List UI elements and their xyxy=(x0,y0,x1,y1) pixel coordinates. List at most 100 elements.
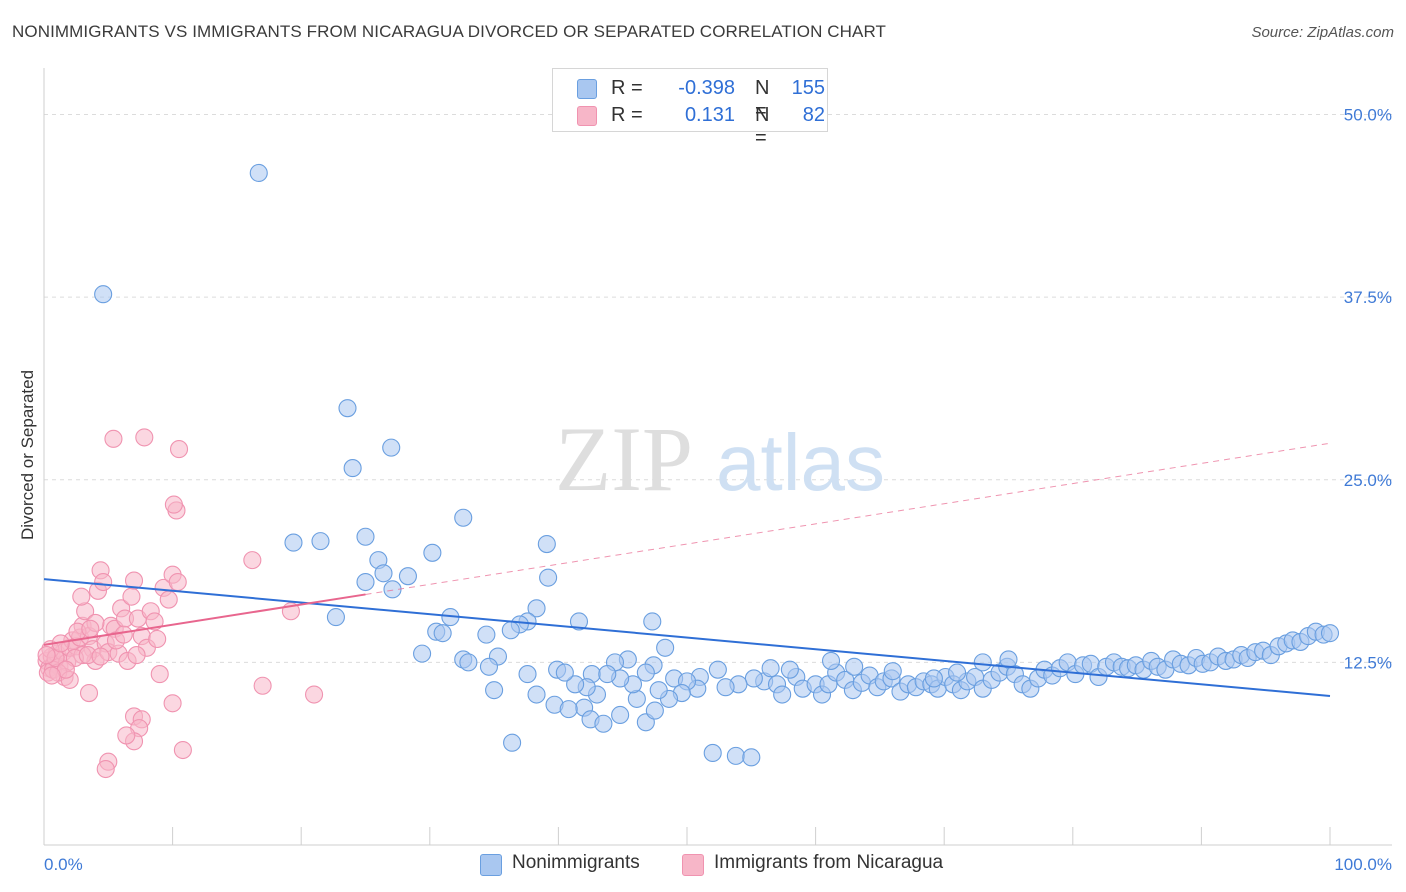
point-nonimmigrants xyxy=(382,438,401,457)
point-nonimmigrants xyxy=(477,625,496,644)
point-nonimmigrants xyxy=(999,650,1018,669)
legend-n-label: N = xyxy=(755,77,770,122)
point-nonimmigrants xyxy=(374,564,393,583)
point-nonimmigrants xyxy=(433,624,452,643)
trend-lines xyxy=(43,442,1331,697)
grid-lines xyxy=(44,114,1392,663)
watermark-zip: ZIP xyxy=(555,408,693,510)
point-nonimmigrants xyxy=(761,659,780,678)
point-nonimmigrants xyxy=(703,743,722,763)
point-nonimmigrants xyxy=(598,665,617,684)
axes xyxy=(43,68,1392,846)
point-nonimmigrants xyxy=(326,608,345,627)
point-nonimmigrants xyxy=(569,612,589,631)
point-nonimmigrants xyxy=(636,663,655,682)
point-immigrants-nicaragua xyxy=(243,551,262,570)
y-tick-label: 37.5% xyxy=(1344,288,1392,307)
legend-r-value: -0.398 xyxy=(678,77,735,99)
point-immigrants-nicaragua xyxy=(135,428,154,447)
trend-line-nonimmigrants xyxy=(43,578,1331,697)
point-nonimmigrants xyxy=(284,533,303,552)
point-nonimmigrants xyxy=(773,685,792,704)
series-label-immigrants-nicaragua: Immigrants from Nicaragua xyxy=(714,852,944,873)
point-nonimmigrants xyxy=(518,665,537,684)
series-label-nonimmigrants: Nonimmigrants xyxy=(512,852,640,873)
point-immigrants-nicaragua xyxy=(168,572,187,592)
point-immigrants-nicaragua xyxy=(169,440,189,459)
point-nonimmigrants xyxy=(555,663,574,682)
point-nonimmigrants xyxy=(845,657,864,676)
legend-r-value: 0.131 xyxy=(684,104,735,126)
point-nonimmigrants xyxy=(643,612,662,631)
point-nonimmigrants xyxy=(503,733,522,752)
point-immigrants-nicaragua xyxy=(114,625,133,644)
chart-title: NONIMMIGRANTS VS IMMIGRANTS FROM NICARAG… xyxy=(12,22,887,41)
point-immigrants-nicaragua xyxy=(122,587,141,606)
trend-line-immigrants-nicaragua-solid xyxy=(43,593,366,646)
y-tick-label: 25.0% xyxy=(1344,471,1392,490)
watermark-atlas: atlas xyxy=(716,418,885,507)
point-nonimmigrants xyxy=(559,700,578,719)
point-nonimmigrants xyxy=(1320,624,1340,643)
point-nonimmigrants xyxy=(611,705,630,725)
point-nonimmigrants xyxy=(356,572,375,592)
point-immigrants-nicaragua xyxy=(117,726,136,745)
legend-swatch-nonimmigrants xyxy=(577,79,597,99)
point-immigrants-nicaragua xyxy=(79,684,99,703)
point-nonimmigrants xyxy=(501,621,520,640)
point-immigrants-nicaragua xyxy=(81,619,100,638)
y-tick-label: 12.5% xyxy=(1344,653,1392,672)
point-nonimmigrants xyxy=(338,399,357,418)
point-nonimmigrants xyxy=(249,163,268,183)
point-nonimmigrants xyxy=(527,685,546,704)
point-nonimmigrants xyxy=(656,638,675,657)
point-immigrants-nicaragua xyxy=(104,429,123,448)
point-nonimmigrants xyxy=(398,567,417,586)
point-immigrants-nicaragua xyxy=(145,612,164,631)
point-immigrants-nicaragua xyxy=(37,646,56,665)
point-immigrants-nicaragua xyxy=(91,647,110,666)
point-immigrants-nicaragua xyxy=(94,572,113,592)
point-nonimmigrants xyxy=(423,543,442,562)
series-swatch-nonimmigrants xyxy=(480,854,502,876)
point-nonimmigrants xyxy=(539,568,558,587)
data-points xyxy=(37,163,1340,779)
point-nonimmigrants xyxy=(973,653,992,672)
point-nonimmigrants xyxy=(485,681,504,700)
point-immigrants-nicaragua xyxy=(150,665,169,684)
legend-n-value: 155 xyxy=(791,77,825,99)
point-nonimmigrants xyxy=(413,644,432,663)
point-nonimmigrants xyxy=(649,681,668,700)
point-immigrants-nicaragua xyxy=(159,590,178,609)
point-nonimmigrants xyxy=(459,653,478,672)
series-swatch-immigrants-nicaragua xyxy=(682,854,704,876)
point-nonimmigrants xyxy=(645,701,664,720)
tick-labels: 12.5% 25.0% 37.5% 50.0% 0.0% 100.0% xyxy=(44,106,1392,874)
point-immigrants-nicaragua xyxy=(72,587,91,606)
point-nonimmigrants xyxy=(343,459,362,478)
x-tick-label: 0.0% xyxy=(44,855,83,874)
point-immigrants-nicaragua xyxy=(173,740,192,760)
point-nonimmigrants xyxy=(527,599,546,618)
point-immigrants-nicaragua xyxy=(148,629,167,649)
point-nonimmigrants xyxy=(708,660,727,679)
point-immigrants-nicaragua xyxy=(127,646,146,665)
legend-r-label: R = xyxy=(611,104,643,126)
legend-swatch-immigrants-nicaragua xyxy=(577,106,597,126)
y-tick-label: 50.0% xyxy=(1344,106,1392,125)
point-nonimmigrants xyxy=(883,662,902,681)
point-nonimmigrants xyxy=(566,675,585,694)
point-nonimmigrants xyxy=(716,678,735,697)
point-nonimmigrants xyxy=(94,285,113,304)
point-nonimmigrants xyxy=(924,669,943,688)
point-nonimmigrants xyxy=(537,534,556,554)
trend-line-immigrants-nicaragua-dashed xyxy=(365,442,1331,595)
legend-r-label: R = xyxy=(611,77,643,99)
legend-n-label: N = xyxy=(755,104,770,149)
point-nonimmigrants xyxy=(311,532,330,551)
point-nonimmigrants xyxy=(726,746,745,765)
point-nonimmigrants xyxy=(742,748,761,767)
point-nonimmigrants xyxy=(948,663,967,682)
point-immigrants-nicaragua xyxy=(163,694,182,713)
